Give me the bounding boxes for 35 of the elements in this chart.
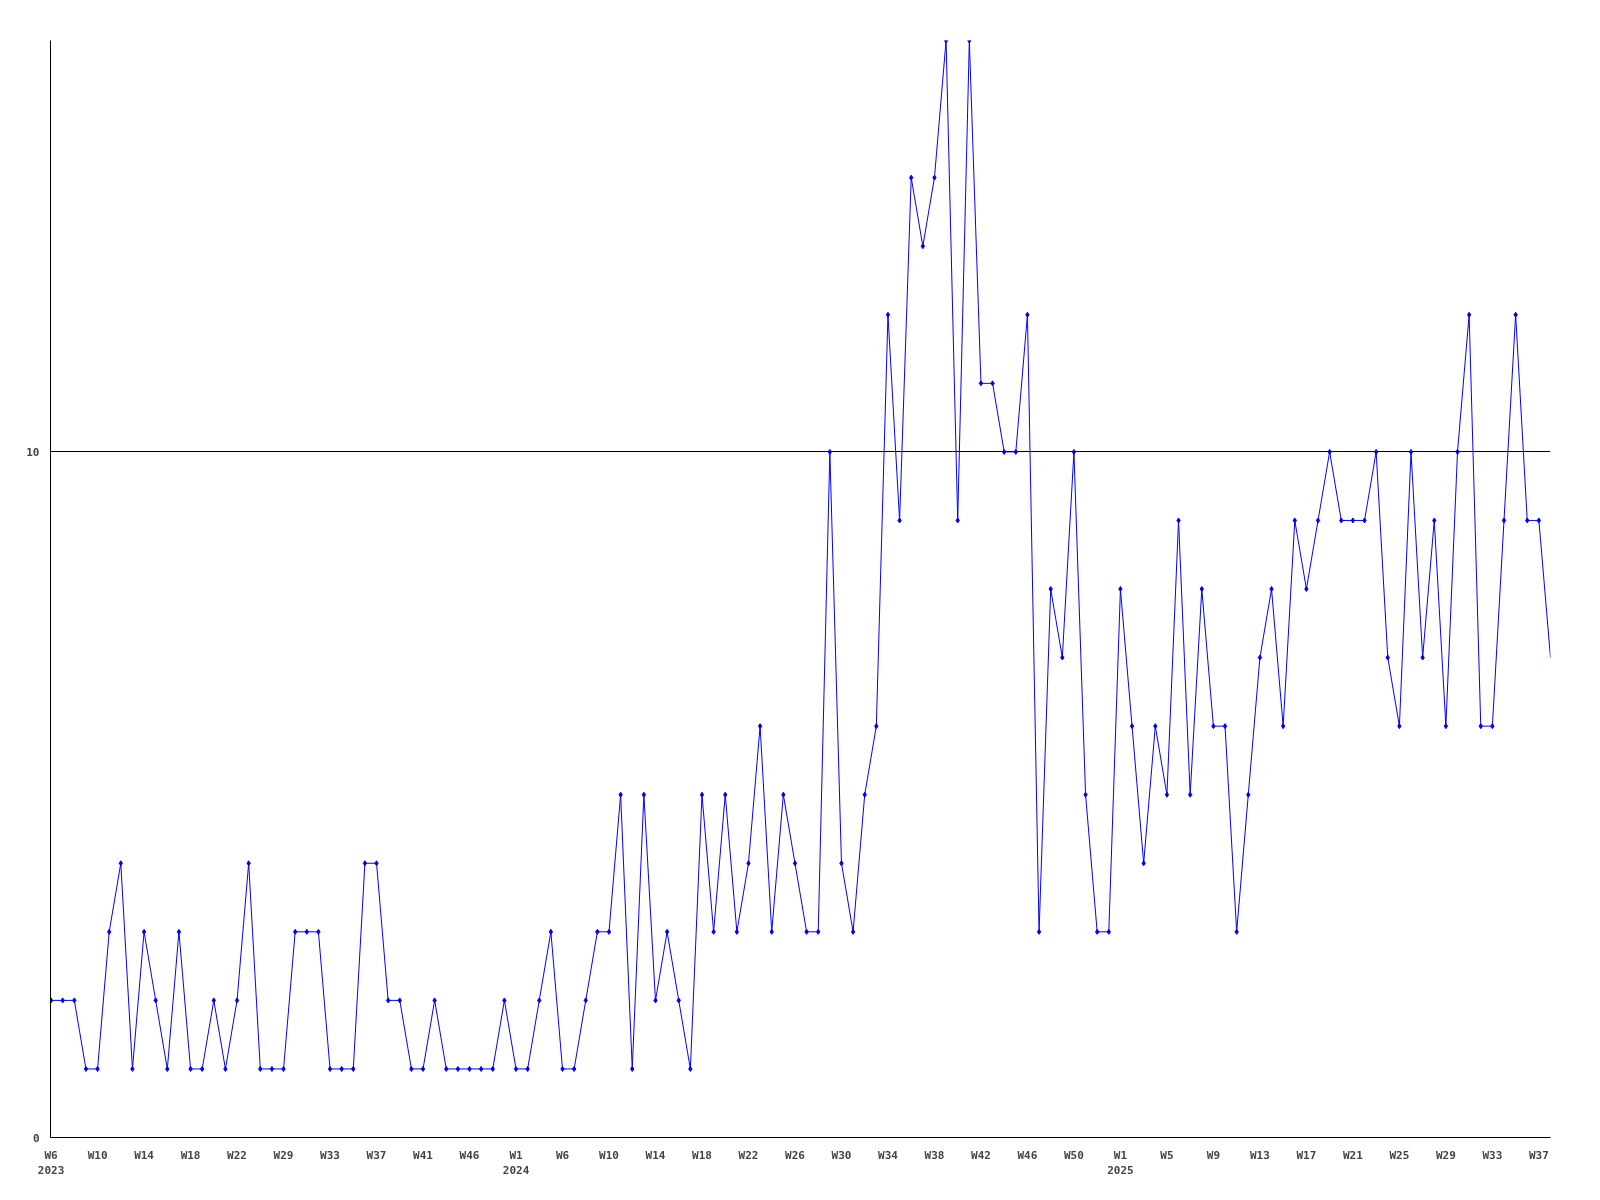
x-tick-label: W41 — [413, 1148, 434, 1162]
x-tick-label: W46 — [459, 1148, 480, 1162]
x-tick-label: W50 — [1064, 1148, 1084, 1162]
x-tick-label: W37 — [366, 1148, 387, 1162]
x-tick-label: W46 — [1017, 1148, 1038, 1162]
x-tick-label: W18 — [180, 1148, 201, 1162]
x-tick-label: W10 — [87, 1148, 108, 1162]
x-tick-label: W38 — [924, 1148, 945, 1162]
x-tick-label: W21 — [1342, 1148, 1364, 1162]
x-tick-label: W1 2024 — [502, 1148, 530, 1178]
x-tick-label: W13 — [1249, 1148, 1270, 1162]
x-tick-label: W30 — [831, 1148, 852, 1162]
y-tick-label: 10 — [26, 445, 40, 459]
x-tick-label: W10 — [599, 1148, 619, 1162]
x-tick-label: W26 — [785, 1148, 806, 1162]
x-tick-label: W14 — [134, 1148, 155, 1162]
x-tick-label: W6 — [555, 1148, 570, 1162]
x-tick-label: W33 — [320, 1148, 340, 1162]
x-tick-label: W6 2023 — [37, 1148, 65, 1178]
x-tick-label: W29 — [1435, 1148, 1456, 1162]
x-tick-label: W14 — [645, 1148, 666, 1162]
x-tick-label: W42 — [971, 1148, 991, 1162]
x-tick-label: W25 — [1389, 1148, 1410, 1162]
x-tick-label: W18 — [692, 1148, 712, 1162]
x-tick-label: W34 — [878, 1148, 899, 1162]
x-tick-label: W1 2025 — [1107, 1148, 1134, 1178]
x-tick-label: W9 — [1206, 1148, 1221, 1162]
x-tick-label: W37 — [1528, 1148, 1549, 1162]
x-tick-label: W22 — [227, 1148, 247, 1162]
x-tick-label: W17 — [1296, 1148, 1317, 1162]
x-tick-label: W22 — [738, 1148, 759, 1162]
x-tick-label: W5 — [1160, 1148, 1174, 1162]
x-tick-label: W29 — [273, 1148, 294, 1162]
y-tick-label: 0 — [32, 1131, 40, 1145]
x-tick-label: W33 — [1482, 1148, 1503, 1162]
